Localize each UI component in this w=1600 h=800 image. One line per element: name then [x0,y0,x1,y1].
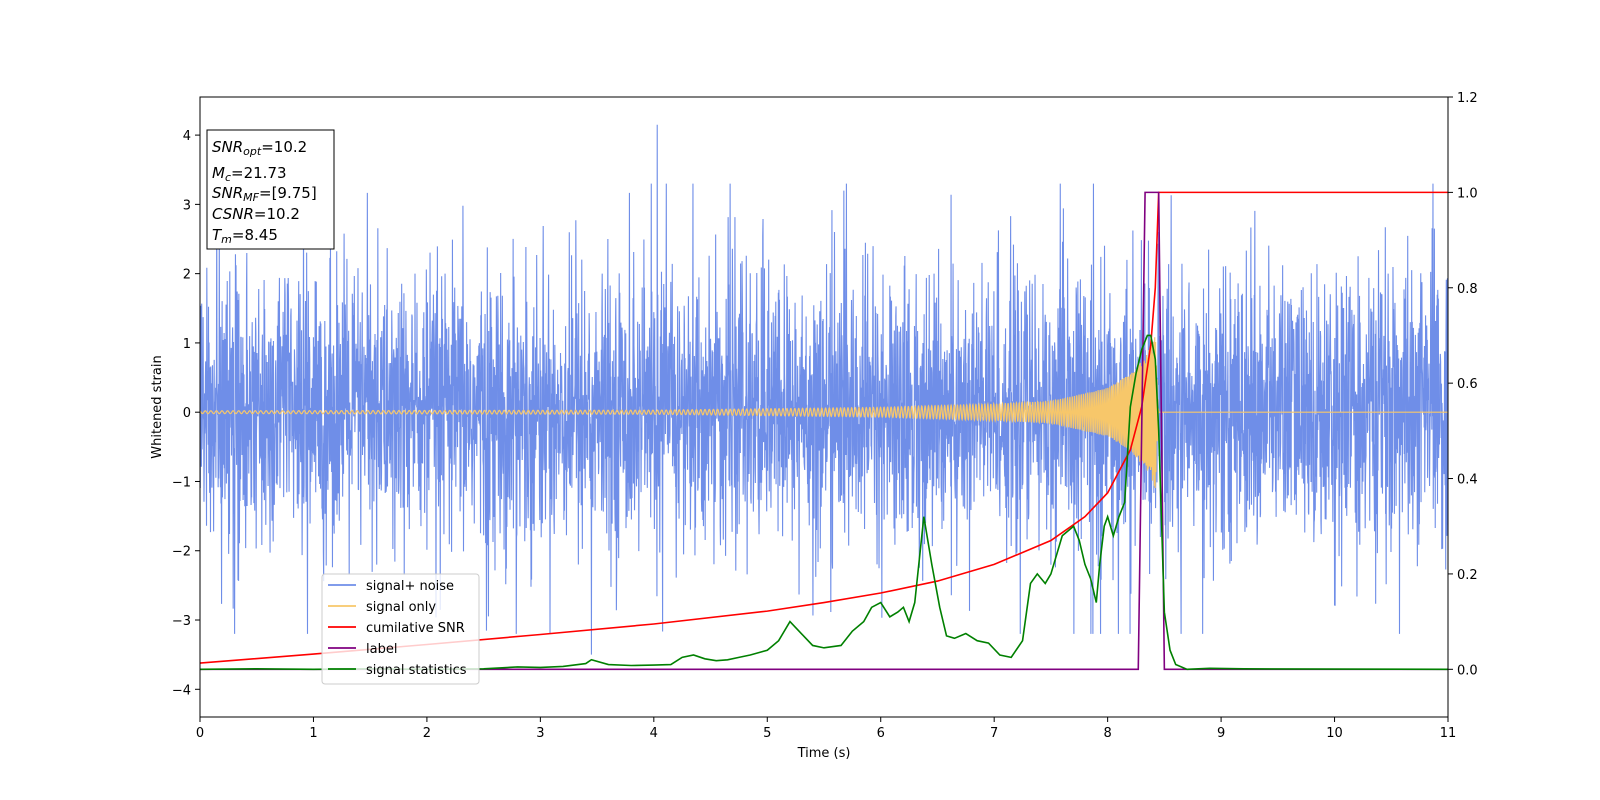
x-tick-label: 9 [1217,726,1225,741]
series-signal-statistics [200,334,1448,671]
series-signal-noise [200,124,1448,655]
y-left-tick-label: 4 [183,129,191,144]
y-left-tick-label: −2 [172,545,191,560]
legend-label: signal statistics [366,663,467,678]
y-right-tick-label: 1.0 [1457,186,1478,201]
legend-frame [321,573,480,685]
x-tick-label: 4 [650,726,658,741]
x-tick-label: 2 [423,726,431,741]
y-left-tick-label: 3 [183,198,191,213]
x-tick-label: 10 [1326,726,1343,741]
y-left-tick-label: −4 [172,683,191,698]
info-csnr: CSNR=10.2 [212,205,300,223]
info-box-frame [206,129,335,250]
x-tick-label: 5 [763,726,771,741]
legend-label: cumilative SNR [366,621,465,636]
y-right-tick-label: 1.2 [1457,91,1478,106]
series-label [200,191,1448,671]
legend-entry: signal+ noise [328,579,454,594]
legend-entry: signal only [328,600,436,615]
x-tick-label: 8 [1103,726,1111,741]
legend-entry: cumilative SNR [328,621,465,636]
info-tm: Tm=8.45 [212,226,278,246]
y-left-tick-label: 0 [183,406,191,421]
legend-label: signal+ noise [366,579,454,594]
legend-entry: signal statistics [328,663,467,678]
y-right-tick-label: 0.8 [1457,282,1478,297]
x-tick-label: 6 [877,726,885,741]
y-right-tick-label: 0.0 [1457,663,1478,678]
series-cumulative-snr [200,191,1448,664]
y-axis-left: −4 −3 −2 −1 0 1 2 3 4 [172,129,200,698]
y-left-tick-label: −1 [172,475,191,490]
x-axis-label: Time (s) [797,746,851,761]
info-snr-mf: SNRMF=[9.75] [212,184,317,204]
y-axis-right: 0.0 0.2 0.4 0.6 0.8 1.0 1.2 [1448,91,1478,678]
legend-label: signal only [366,600,436,615]
info-mc: Mc=21.73 [212,164,287,184]
series-layer [200,124,1448,671]
y-right-tick-label: 0.6 [1457,377,1478,392]
y-right-tick-label: 0.2 [1457,568,1478,583]
y-left-tick-label: 2 [183,268,191,283]
legend: signal+ noise signal only cumilative SNR la… [321,573,480,685]
x-tick-label: 11 [1440,726,1457,741]
x-tick-label: 1 [309,726,317,741]
x-tick-label: 7 [990,726,998,741]
y-right-tick-label: 0.4 [1457,473,1478,488]
legend-label: label [366,642,397,657]
x-axis: 0 1 2 3 4 5 6 7 8 9 10 11 [196,717,1456,741]
series-signal-only [200,337,1448,489]
y-axis-label: Whitened strain [150,355,165,458]
plot-frame [199,96,1449,718]
x-tick-label: 3 [536,726,544,741]
y-left-tick-label: −3 [172,614,191,629]
info-box: SNRopt=10.2 Mc=21.73 SNRMF=[9.75] CSNR=1… [206,129,335,250]
legend-entry: label [328,642,397,657]
info-snr-opt: SNRopt=10.2 [212,138,307,158]
x-tick-label: 0 [196,726,204,741]
y-left-tick-label: 1 [183,337,191,352]
